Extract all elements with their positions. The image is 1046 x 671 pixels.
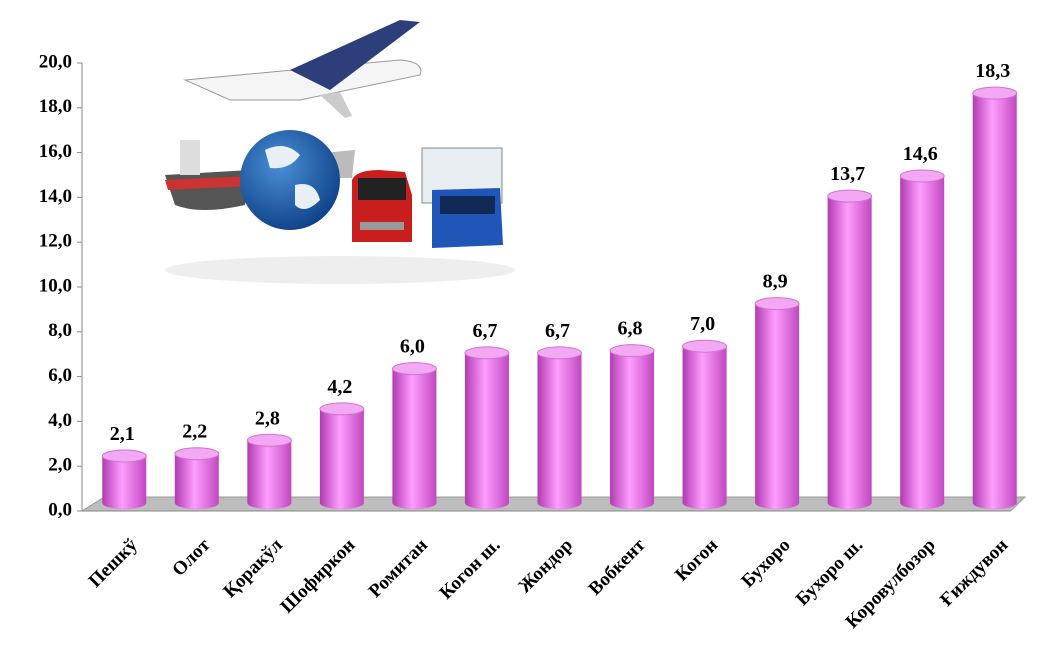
y-tick-label: 14,0 [39, 186, 72, 207]
bar-top [972, 86, 1018, 100]
bar [610, 350, 655, 509]
x-tick-label: Бухоро [737, 535, 794, 592]
y-tick-label: 2,0 [48, 455, 72, 476]
x-tick-label: Ғиждувон [936, 535, 1012, 611]
bar-top [101, 449, 147, 463]
x-tick-label: Бухоро ш. [792, 535, 867, 610]
value-label: 18,3 [975, 60, 1010, 82]
y-tick-label: 20,0 [39, 51, 72, 72]
value-label: 6,0 [400, 336, 425, 358]
y-tick-label: 16,0 [39, 141, 72, 162]
bar-top [464, 346, 510, 360]
transport-illustration [160, 20, 515, 290]
bar [755, 303, 800, 509]
value-label: 6,7 [545, 320, 570, 342]
bar [682, 346, 727, 509]
bar-top [609, 344, 655, 358]
y-tick-label: 6,0 [48, 365, 72, 386]
bar [319, 408, 364, 509]
bar-top [899, 169, 945, 183]
value-label: 14,6 [903, 143, 938, 165]
value-label: 7,0 [690, 313, 715, 335]
value-label: 2,1 [110, 423, 135, 445]
bar [174, 453, 219, 509]
x-tick-label: Вобкент [585, 534, 650, 599]
bar [392, 368, 437, 509]
y-tick-label: 0,0 [48, 499, 72, 520]
bar-top [319, 402, 365, 416]
x-tick-label: Когон ш. [436, 535, 505, 604]
x-tick-label: Когон [671, 535, 722, 586]
value-label: 4,2 [327, 376, 352, 398]
bar [827, 196, 872, 509]
y-tick-label: 18,0 [39, 96, 72, 117]
value-label: 13,7 [830, 163, 865, 185]
bar [247, 440, 292, 509]
y-tick-label: 10,0 [39, 275, 72, 296]
bar-top [682, 339, 728, 353]
bar-top [391, 362, 437, 376]
bar [972, 93, 1017, 509]
bar [102, 455, 147, 509]
value-label: 8,9 [763, 271, 788, 293]
value-label: 6,7 [472, 320, 497, 342]
bar-top [827, 189, 873, 203]
y-tick-label: 12,0 [39, 231, 72, 252]
bar-top [537, 346, 582, 360]
bar [537, 352, 582, 509]
y-tick-label: 8,0 [48, 320, 72, 341]
x-tick-label: Жондор [514, 535, 577, 598]
bar-top [174, 447, 220, 461]
x-tick-label: Қоракўл [219, 534, 287, 602]
value-label: 2,2 [182, 421, 207, 443]
value-label: 2,8 [255, 407, 280, 429]
x-tick-label: Пешкў [85, 534, 142, 591]
y-tick-label: 4,0 [48, 410, 72, 431]
bar [464, 352, 509, 509]
x-tick-label: Олот [168, 534, 214, 580]
bar [900, 175, 945, 509]
bar-top [246, 433, 292, 447]
x-tick-label: Шофиркон [277, 535, 360, 618]
x-tick-label: Ромитан [365, 535, 432, 602]
value-label: 6,8 [618, 318, 643, 340]
bar-top [754, 297, 800, 311]
